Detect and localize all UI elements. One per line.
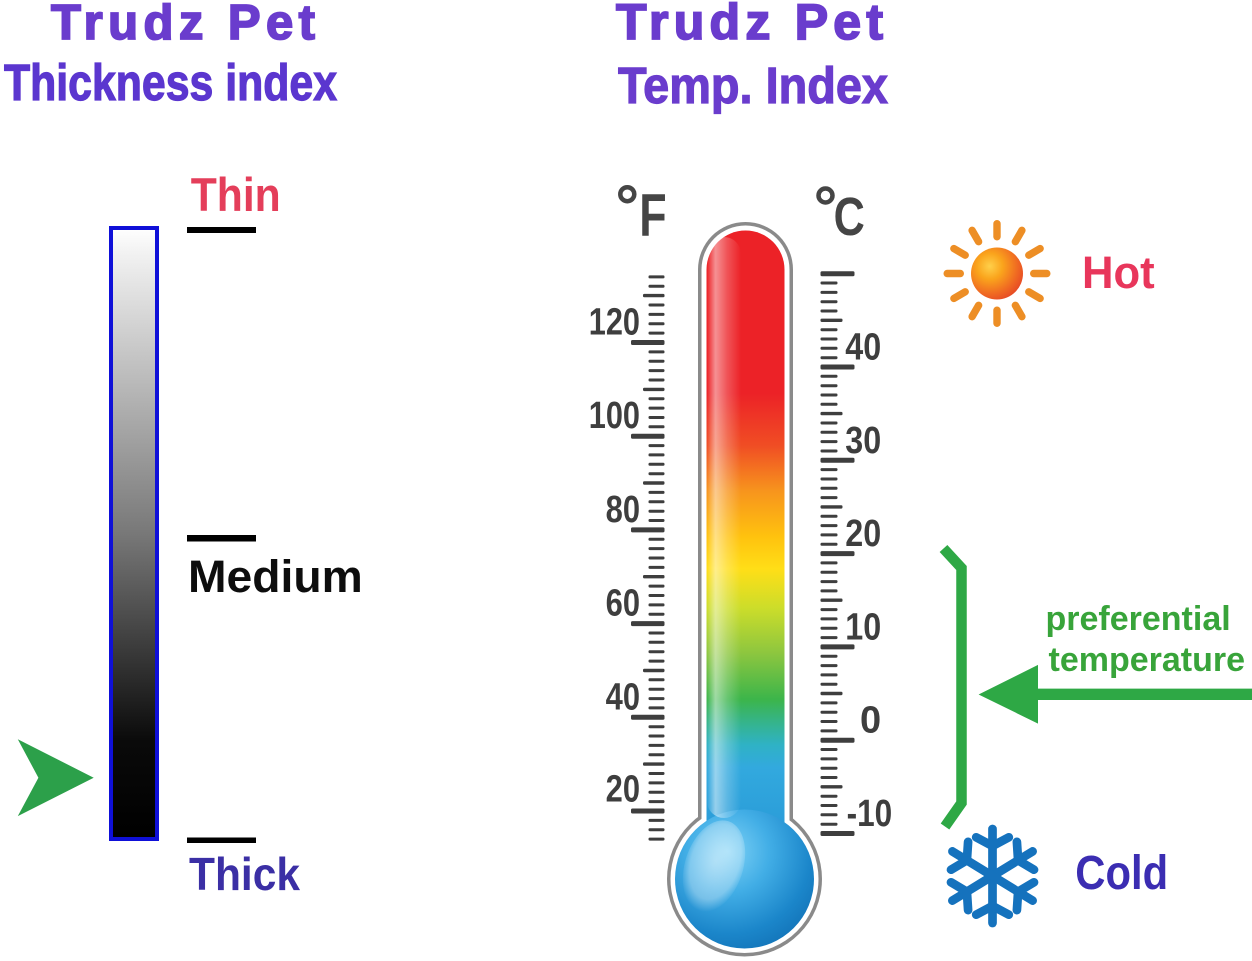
svg-text:120: 120 <box>589 301 640 343</box>
svg-text:40: 40 <box>606 676 640 718</box>
svg-text:C: C <box>834 188 865 248</box>
svg-text:temperature: temperature <box>1049 641 1246 679</box>
svg-text:Hot: Hot <box>1082 248 1155 298</box>
svg-text:10: 10 <box>845 606 881 648</box>
svg-text:20: 20 <box>606 769 640 811</box>
svg-text:Trudz Pet: Trudz Pet <box>616 0 883 50</box>
svg-text:Thin: Thin <box>191 168 281 221</box>
svg-text:Temp. Index: Temp. Index <box>618 57 888 114</box>
svg-text:-10: -10 <box>847 792 893 834</box>
svg-text:80: 80 <box>606 489 640 531</box>
svg-text:Thickness index: Thickness index <box>4 54 337 111</box>
svg-text:20: 20 <box>845 513 881 555</box>
svg-text:preferential: preferential <box>1046 600 1231 638</box>
svg-text:30: 30 <box>845 419 881 461</box>
svg-text:F: F <box>639 183 666 250</box>
svg-text:Cold: Cold <box>1075 845 1168 899</box>
svg-text:Thick: Thick <box>189 849 300 900</box>
svg-text:100: 100 <box>589 395 640 437</box>
svg-text:0: 0 <box>860 700 881 742</box>
svg-text:Medium: Medium <box>188 552 363 602</box>
svg-text:Trudz Pet: Trudz Pet <box>51 0 315 50</box>
svg-text:60: 60 <box>606 583 640 625</box>
svg-text:40: 40 <box>845 326 881 368</box>
